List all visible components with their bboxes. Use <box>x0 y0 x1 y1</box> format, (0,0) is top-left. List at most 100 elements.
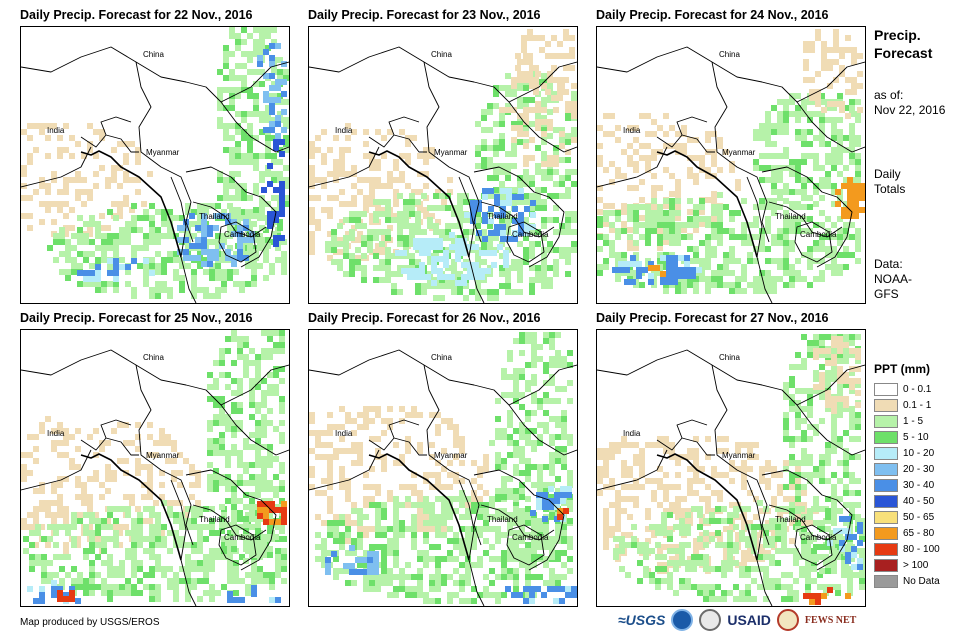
label-thailand: Thailand <box>487 212 518 221</box>
legend-label: > 100 <box>903 560 928 571</box>
fews-logo-icon <box>777 609 799 631</box>
side-title: Precip. Forecast <box>874 26 964 62</box>
legend-label: 30 - 40 <box>903 480 934 491</box>
as-of-date: Nov 22, 2016 <box>874 103 945 118</box>
legend-item: 40 - 50 <box>874 493 940 509</box>
label-myanmar: Myanmar <box>722 451 756 460</box>
usgs-logo: ≈USGS <box>618 612 665 628</box>
forecast-panel-1: Daily Precip. Forecast for 22 Nov., 2016… <box>20 8 290 288</box>
label-thailand: Thailand <box>487 515 518 524</box>
label-myanmar: Myanmar <box>722 148 756 157</box>
legend-swatch <box>874 463 898 476</box>
legend-swatch <box>874 575 898 588</box>
fews-net-logo: FEWS NET <box>805 615 856 626</box>
forecast-panel-5: Daily Precip. Forecast for 26 Nov., 2016… <box>308 311 578 591</box>
legend-item: > 100 <box>874 557 940 573</box>
label-myanmar: Myanmar <box>434 148 468 157</box>
label-myanmar: Myanmar <box>146 451 180 460</box>
label-thailand: Thailand <box>199 212 230 221</box>
legend-item: 10 - 20 <box>874 445 940 461</box>
legend-swatch <box>874 399 898 412</box>
forecast-panel-4: Daily Precip. Forecast for 25 Nov., 2016… <box>20 311 290 591</box>
legend-label: 0.1 - 1 <box>903 400 931 411</box>
precip-map: China India Myanmar Thailand Cambodia <box>308 26 578 304</box>
legend-item: 30 - 40 <box>874 477 940 493</box>
legend-label: No Data <box>903 576 940 587</box>
precip-map: China India Myanmar Thailand Cambodia <box>596 329 866 607</box>
label-myanmar: Myanmar <box>146 148 180 157</box>
label-india: India <box>335 126 353 135</box>
data-source-line1: NOAA- <box>874 272 912 287</box>
precip-raster <box>597 29 865 294</box>
precip-map: China India Myanmar Thailand Cambodia <box>596 26 866 304</box>
panel-title: Daily Precip. Forecast for 26 Nov., 2016 <box>308 311 541 325</box>
label-cambodia: Cambodia <box>512 533 549 542</box>
legend-swatch <box>874 415 898 428</box>
label-cambodia: Cambodia <box>800 533 837 542</box>
legend-title: PPT (mm) <box>874 362 930 376</box>
forecast-panel-3: Daily Precip. Forecast for 24 Nov., 2016… <box>596 8 866 288</box>
data-source-block: Data: NOAA- GFS <box>874 257 912 302</box>
credit-text: Map produced by USGS/EROS <box>20 617 160 628</box>
legend-swatch <box>874 527 898 540</box>
label-china: China <box>719 353 740 362</box>
label-cambodia: Cambodia <box>800 230 837 239</box>
side-title-line2: Forecast <box>874 44 964 62</box>
panel-title: Daily Precip. Forecast for 27 Nov., 2016 <box>596 311 829 325</box>
label-china: China <box>431 353 452 362</box>
label-thailand: Thailand <box>775 515 806 524</box>
legend-swatch <box>874 543 898 556</box>
legend-swatch <box>874 495 898 508</box>
legend-swatch <box>874 447 898 460</box>
legend-item: 20 - 30 <box>874 461 940 477</box>
legend-label: 50 - 65 <box>903 512 934 523</box>
usaid-logo: USAID <box>727 612 771 628</box>
daily-totals-block: Daily Totals <box>874 167 905 197</box>
precip-raster <box>309 332 577 604</box>
forecast-panel-2: Daily Precip. Forecast for 23 Nov., 2016… <box>308 8 578 288</box>
label-india: India <box>623 429 641 438</box>
legend-swatch <box>874 431 898 444</box>
legend-label: 5 - 10 <box>903 432 929 443</box>
label-india: India <box>47 429 65 438</box>
legend-label: 1 - 5 <box>903 416 923 427</box>
legend-item: 65 - 80 <box>874 525 940 541</box>
data-source-line2: GFS <box>874 287 912 302</box>
label-myanmar: Myanmar <box>434 451 468 460</box>
label-cambodia: Cambodia <box>224 230 261 239</box>
legend-item: 0 - 0.1 <box>874 381 940 397</box>
precip-map: China India Myanmar Thailand Cambodia <box>308 329 578 607</box>
legend-label: 10 - 20 <box>903 448 934 459</box>
legend-item: 0.1 - 1 <box>874 397 940 413</box>
label-india: India <box>47 126 65 135</box>
label-china: China <box>431 50 452 59</box>
label-india: India <box>623 126 641 135</box>
legend-item: No Data <box>874 573 940 589</box>
precip-raster <box>309 29 577 301</box>
label-china: China <box>143 353 164 362</box>
precip-map: China India Myanmar Thailand Cambodia <box>20 26 290 304</box>
legend-label: 80 - 100 <box>903 544 940 555</box>
legend-item: 1 - 5 <box>874 413 940 429</box>
logo-bar: ≈USGS USAID FEWS NET <box>618 607 856 633</box>
label-thailand: Thailand <box>775 212 806 221</box>
as-of-block: as of: Nov 22, 2016 <box>874 88 945 118</box>
seal-logo-icon <box>699 609 721 631</box>
label-cambodia: Cambodia <box>512 230 549 239</box>
precip-raster <box>597 334 865 605</box>
legend-label: 40 - 50 <box>903 496 934 507</box>
legend-swatch <box>874 559 898 572</box>
legend-item: 50 - 65 <box>874 509 940 525</box>
daily-label: Daily <box>874 167 905 182</box>
forecast-panel-6: Daily Precip. Forecast for 27 Nov., 2016… <box>596 311 866 591</box>
label-china: China <box>719 50 740 59</box>
panel-title: Daily Precip. Forecast for 23 Nov., 2016 <box>308 8 541 22</box>
side-title-line1: Precip. <box>874 26 964 44</box>
legend-swatch <box>874 383 898 396</box>
legend-item: 5 - 10 <box>874 429 940 445</box>
panel-title: Daily Precip. Forecast for 22 Nov., 2016 <box>20 8 253 22</box>
legend-label: 65 - 80 <box>903 528 934 539</box>
label-thailand: Thailand <box>199 515 230 524</box>
legend-swatch <box>874 479 898 492</box>
legend: 0 - 0.1 0.1 - 1 1 - 5 5 - 10 10 - 20 20 - 30 3… <box>874 381 940 589</box>
